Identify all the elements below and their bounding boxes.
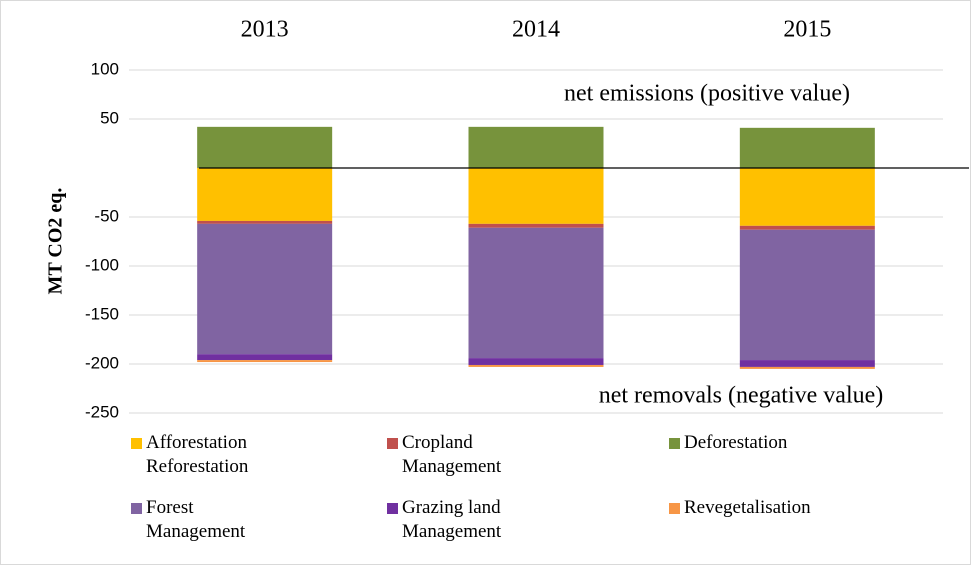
legend-item: Revegetalisation (669, 496, 814, 520)
legend-label: Cropland Management (402, 432, 502, 477)
legend-label: Afforestation Reforestation (146, 432, 249, 477)
y-tick-label: 100 (91, 59, 119, 78)
legend-item: Cropland Management (387, 431, 532, 479)
legend-label: Forest Management (146, 497, 246, 542)
legend-swatch (387, 438, 398, 449)
x-category-label: 2013 (241, 17, 289, 43)
legend-label: Revegetalisation (684, 497, 811, 518)
legend-swatch (669, 503, 680, 514)
legend-item: Deforestation (669, 431, 814, 455)
y-axis-label: MT CO2 eq. (45, 188, 67, 295)
y-tick-label: -50 (94, 206, 119, 225)
legend-swatch (131, 438, 142, 449)
bar-segment (197, 354, 333, 361)
bar-segment (468, 223, 604, 228)
bar-segment (468, 364, 604, 367)
y-tick-label: -100 (85, 255, 119, 274)
bar-segment (739, 225, 875, 230)
x-category-label: 2014 (512, 17, 560, 43)
legend-item: Grazing land Management (387, 496, 532, 544)
bar-segment (197, 126, 333, 168)
legend-swatch (387, 503, 398, 514)
y-tick-label: -200 (85, 353, 119, 372)
bar-segment (739, 127, 875, 168)
legend-swatch (131, 503, 142, 514)
annotation: net removals (negative value) (599, 383, 884, 409)
x-category-label: 2015 (783, 17, 831, 43)
bar-segment (468, 168, 604, 224)
legend-swatch (669, 438, 680, 449)
y-tick-label: 50 (100, 108, 119, 127)
bar-segment (739, 360, 875, 367)
bar-segment (739, 366, 875, 369)
bar-segment (468, 126, 604, 168)
bar-segment (197, 360, 333, 363)
legend-label: Grazing land Management (402, 497, 502, 542)
annotation: net emissions (positive value) (564, 81, 850, 107)
y-tick-label: -150 (85, 304, 119, 323)
bar-segment (468, 227, 604, 359)
bar-segment (197, 223, 333, 355)
y-tick-label: -250 (85, 402, 119, 421)
bar-segment (197, 168, 333, 221)
legend-item: Forest Management (131, 496, 276, 544)
bar-segment (739, 168, 875, 226)
bar-segment (739, 229, 875, 361)
bar-segment (197, 220, 333, 224)
legend-item: Afforestation Reforestation (131, 431, 276, 479)
bar-segment (468, 358, 604, 365)
legend-label: Deforestation (684, 432, 788, 453)
